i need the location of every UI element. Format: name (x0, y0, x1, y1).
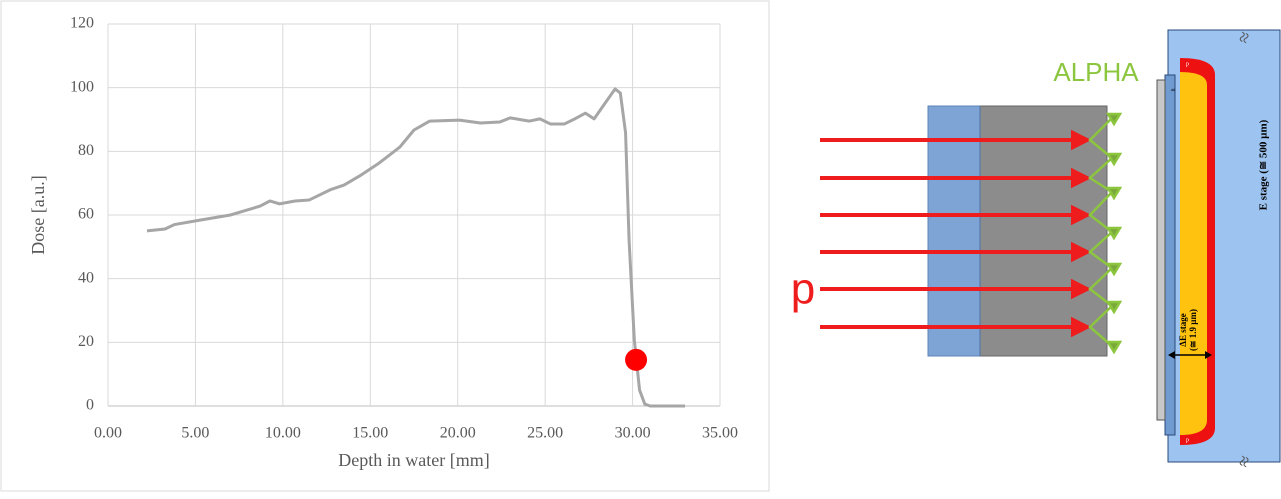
plot: 0 20 40 60 80 100 120 0.00 5.00 10.00 15.00 20.00 25… (70, 15, 738, 442)
arrow-head (1071, 204, 1092, 226)
x-tick-label: 30.00 (615, 425, 651, 442)
x-tick-label: 0.00 (94, 425, 122, 442)
x-tick-label: 20.00 (440, 425, 476, 442)
alpha-label: ALPHA (1053, 57, 1139, 87)
x-tick-label: 5.00 (181, 425, 209, 442)
y-tick-label: 40 (78, 269, 94, 286)
e-stage-label: E stage (≅ 500 µm) (1258, 119, 1270, 210)
y-tick-label: 100 (70, 78, 94, 95)
entrance-window (1164, 74, 1176, 436)
dimension-head (1168, 351, 1175, 359)
arrow-head (1071, 241, 1092, 263)
highlight-point (625, 348, 648, 371)
x-tick-label: 10.00 (265, 425, 301, 442)
x-tick-label: 35.00 (702, 425, 738, 442)
y-tick-label: 80 (78, 142, 94, 159)
arrow-head (1071, 129, 1092, 151)
layer-mark: p (1186, 437, 1189, 443)
chart-frame (0, 0, 770, 492)
delta-e-label: (≅ 1.9 µm) (1188, 309, 1198, 351)
y-tick-label: 60 (78, 206, 94, 223)
y-tick-label: 120 (70, 15, 94, 32)
layer-mark: p (1186, 61, 1189, 67)
y-tick-label: 20 (78, 333, 94, 350)
x-axis-label: Depth in water [mm] (338, 450, 489, 470)
proton-label: p (791, 265, 815, 314)
delta-e-stage (1180, 72, 1207, 435)
y-tick-label: 0 (86, 397, 94, 414)
electrode (1156, 79, 1166, 421)
arrow-head (1071, 316, 1092, 338)
proton-arrows (820, 129, 1092, 338)
beam-diagram: ALPHA p (791, 57, 1139, 357)
absorber-block (927, 105, 981, 357)
y-axis-label: Dose [a.u.] (28, 175, 48, 254)
alpha-tracks (1087, 112, 1123, 355)
arrow-head (1071, 167, 1092, 189)
target-block (979, 105, 1108, 357)
dimension-head (1205, 351, 1212, 359)
x-tick-label: 15.00 (352, 425, 388, 442)
x-tick-label: 25.00 (527, 425, 563, 442)
detector: ΔE stage (≅ 1.9 µm) E stage (≅ 500 µm) n… (1156, 29, 1281, 470)
layer-mark: n (1170, 89, 1176, 92)
arrow-head (1071, 278, 1092, 300)
delta-e-label: ΔE stage (1178, 313, 1188, 346)
data-line (146, 87, 686, 408)
